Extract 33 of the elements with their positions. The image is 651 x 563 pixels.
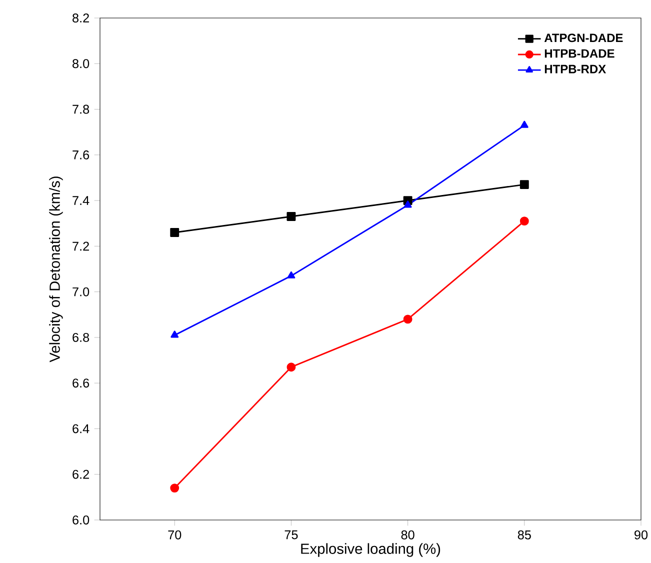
y-tick-label: 6.6 (72, 378, 90, 388)
point (170, 484, 180, 493)
point (286, 212, 296, 221)
legend-label: HTPB-RDX (544, 64, 606, 74)
y-tick-label: 7.0 (72, 287, 90, 296)
point (520, 180, 529, 190)
point (170, 228, 180, 237)
legend-label: ATPGN-DADE (544, 34, 623, 42)
y-tick-label: 7.4 (72, 196, 90, 205)
y-tick-label: 6.8 (72, 332, 90, 342)
x-axis-title: Explosive loading (%) (301, 543, 440, 557)
y-tick-label: 7.2 (72, 242, 89, 251)
point (403, 314, 412, 324)
x-tick-label: 75 (284, 530, 298, 540)
point (404, 200, 412, 208)
x-tick-label: 85 (518, 530, 531, 540)
point (286, 362, 296, 372)
y-tick-label: 7.6 (72, 150, 90, 160)
y-axis-title: Velocity of Detonation (km/s) (49, 176, 63, 362)
y-tick-label: 8.0 (72, 59, 90, 68)
y-tick-label: 8.2 (72, 14, 89, 22)
y-tick-label: 6.2 (72, 470, 89, 479)
x-tick-label: 80 (401, 530, 414, 540)
point (287, 271, 296, 278)
x-tick-label: 90 (634, 530, 648, 540)
legend-label: HTPB-DADE (544, 49, 614, 58)
point (520, 120, 528, 128)
y-tick-label: 7.8 (72, 104, 90, 114)
x-tick-label: 70 (168, 530, 182, 540)
y-tick-label: 6.4 (72, 424, 90, 434)
point (520, 216, 529, 226)
y-tick-label: 6.0 (72, 516, 90, 524)
point (170, 330, 179, 338)
